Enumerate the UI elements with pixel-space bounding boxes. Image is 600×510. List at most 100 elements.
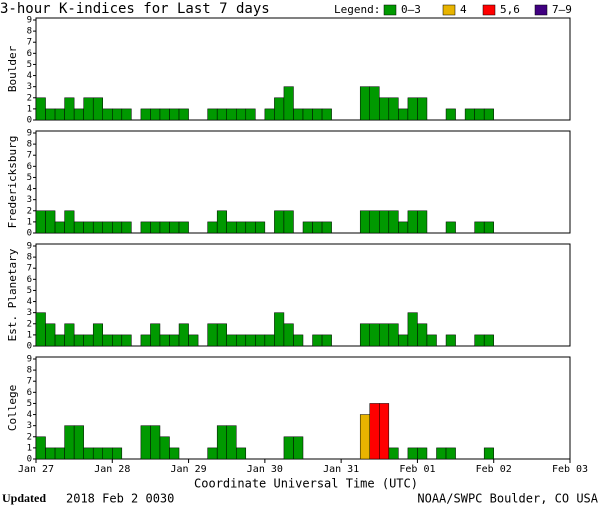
chart-title: 3-hour K-indices for Last 7 days: [0, 1, 270, 17]
x-axis-label: Coordinate Universal Time (UTC): [194, 477, 418, 491]
bar: [54, 334, 65, 347]
bar: [407, 210, 418, 234]
bar: [283, 86, 294, 121]
bar: [102, 334, 113, 347]
bar: [226, 425, 237, 460]
bar: [140, 108, 151, 121]
bar: [83, 447, 94, 460]
bar: [121, 108, 132, 121]
y-tick-label: 3: [27, 421, 32, 431]
bar: [121, 221, 132, 234]
bar: [312, 334, 323, 347]
bar: [45, 447, 56, 460]
panel-frame: [35, 130, 571, 234]
bar: [102, 108, 113, 121]
bar: [312, 221, 323, 234]
bar: [159, 334, 170, 347]
bar: [73, 221, 84, 234]
bar: [159, 108, 170, 121]
bar: [102, 447, 113, 460]
bar: [159, 221, 170, 234]
y-tick-label: 4: [27, 184, 32, 194]
bar: [83, 334, 94, 347]
bar: [464, 108, 475, 121]
bar: [369, 323, 380, 347]
bar: [483, 221, 494, 234]
bar: [417, 210, 428, 234]
y-tick-label: 6: [27, 275, 32, 285]
bar: [274, 97, 285, 121]
bar: [407, 312, 418, 347]
legend-text: 7–9: [552, 3, 572, 16]
y-tick-label: 0: [27, 342, 32, 352]
bar: [379, 97, 390, 121]
bar: [388, 447, 399, 460]
bar: [379, 403, 390, 460]
bar: [64, 425, 75, 460]
bar: [112, 334, 123, 347]
bar: [379, 210, 390, 234]
bar: [264, 108, 275, 121]
legend-text: 0–3: [401, 3, 421, 16]
bar: [150, 108, 161, 121]
y-tick-label: 9: [27, 242, 32, 252]
bar: [150, 221, 161, 234]
bar: [64, 97, 75, 121]
bar: [216, 323, 227, 347]
bar: [64, 323, 75, 347]
y-tick-label: 3: [27, 308, 32, 318]
bar: [483, 108, 494, 121]
bar: [407, 447, 418, 460]
bar: [388, 323, 399, 347]
bar: [150, 425, 161, 460]
x-tick-label: Jan 28: [94, 464, 130, 475]
bar: [388, 210, 399, 234]
bar: [407, 97, 418, 121]
y-tick-label: 5: [27, 173, 32, 183]
y-tick-label: 1: [27, 104, 32, 114]
y-tick-label: 0: [27, 229, 32, 239]
y-tick-label: 7: [27, 264, 32, 274]
bar: [283, 210, 294, 234]
bar: [445, 221, 456, 234]
bar: [216, 210, 227, 234]
bar: [321, 221, 332, 234]
bar: [112, 108, 123, 121]
y-tick-label: 3: [27, 195, 32, 205]
bar: [398, 221, 409, 234]
bar: [236, 221, 247, 234]
bar: [35, 436, 46, 460]
panel-title: Est. Planetary: [6, 248, 19, 341]
y-tick-label: 5: [27, 286, 32, 296]
bar: [379, 323, 390, 347]
y-tick-label: 9: [27, 129, 32, 139]
y-tick-label: 0: [27, 455, 32, 465]
bar: [92, 447, 104, 460]
y-tick-label: 7: [27, 377, 32, 387]
bar: [178, 108, 189, 121]
bar: [236, 334, 247, 347]
legend-swatch: [442, 4, 456, 16]
bar: [35, 210, 46, 234]
bar: [216, 425, 227, 460]
legend-label: Legend:: [334, 3, 380, 16]
bar: [369, 210, 380, 234]
bar: [274, 210, 285, 234]
bar: [302, 108, 313, 121]
y-tick-label: 6: [27, 49, 32, 59]
updated-label: Updated: [2, 491, 46, 505]
bar: [417, 323, 428, 347]
bar: [73, 108, 84, 121]
bar: [417, 447, 428, 460]
y-tick-label: 2: [27, 93, 32, 103]
bar: [140, 425, 151, 460]
bar: [283, 323, 294, 347]
bar: [169, 108, 180, 121]
panel-frame: [35, 17, 571, 121]
y-tick-label: 1: [27, 443, 32, 453]
bar: [417, 97, 428, 121]
x-tick-label: Feb 01: [399, 464, 435, 475]
bar: [359, 210, 371, 234]
panel-title: College: [6, 385, 19, 431]
